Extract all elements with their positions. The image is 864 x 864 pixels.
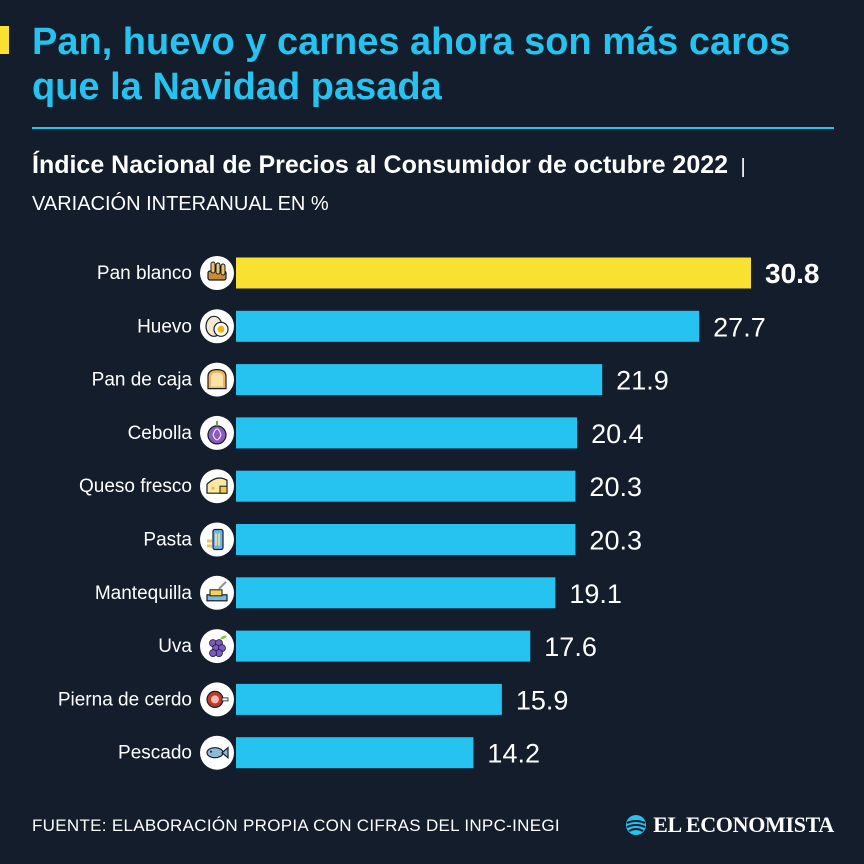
value-label: 19.1 (569, 579, 622, 609)
value-label: 15.9 (516, 685, 569, 715)
category-label: Cebolla (128, 423, 193, 444)
value-label: 30.8 (765, 258, 820, 289)
category-label: Pasta (143, 530, 192, 551)
ham-icon (200, 682, 234, 717)
value-label: 20.4 (591, 419, 644, 449)
egg-icon (200, 309, 234, 344)
category-label: Queso fresco (79, 476, 192, 497)
cheese-icon (200, 469, 234, 504)
bar-queso-fresco (236, 470, 576, 502)
value-label: 20.3 (589, 526, 642, 556)
bar-pan-blanco (236, 257, 751, 289)
grapes-icon (200, 629, 234, 664)
subtitle-separator: | (735, 156, 752, 178)
category-label: Huevo (137, 316, 192, 337)
value-label: 27.7 (713, 312, 766, 342)
category-label: Mantequilla (95, 583, 193, 604)
title-divider (32, 127, 834, 129)
bar-mantequilla (236, 577, 556, 609)
bar-pasta (236, 524, 576, 555)
chart-subtitle: Índice Nacional de Precios al Consumidor… (32, 148, 842, 222)
source-note: FUENTE: ELABORACIÓN PROPIA CON CIFRAS DE… (32, 816, 560, 835)
pasta-icon (200, 522, 234, 557)
subtitle-unit: VARIACIÓN INTERANUAL EN % (32, 193, 329, 215)
bar-cebolla (236, 417, 578, 449)
toast-icon (200, 362, 234, 397)
value-label: 21.9 (616, 366, 669, 396)
bar-huevo (236, 310, 700, 342)
category-label: Pan de caja (92, 370, 193, 391)
brand-name: EL ECONOMISTA (653, 812, 834, 837)
bar-pan-de-caja (236, 364, 603, 396)
category-label: Pierna de cerdo (58, 689, 192, 710)
title-accent-bar (0, 26, 9, 54)
subtitle-main: Índice Nacional de Precios al Consumidor… (32, 151, 729, 179)
onion-icon (200, 415, 234, 450)
bar-pescado (236, 737, 474, 769)
bar-pierna-de-cerdo (236, 683, 502, 715)
category-label: Pan blanco (97, 263, 192, 284)
fish-icon (200, 735, 234, 770)
page-title: Pan, huevo y carnes ahora son más caros … (32, 21, 791, 108)
category-label: Pescado (118, 743, 192, 764)
butter-icon (200, 575, 234, 610)
category-label: Uva (158, 636, 192, 657)
brand-logo: EL ECONOMISTA (625, 812, 834, 838)
globe-icon (626, 815, 647, 835)
bar-uva (236, 630, 531, 662)
value-label: 20.3 (589, 472, 642, 502)
value-label: 14.2 (487, 739, 540, 769)
bread-basket-icon (200, 256, 234, 290)
value-label: 17.6 (544, 632, 597, 662)
